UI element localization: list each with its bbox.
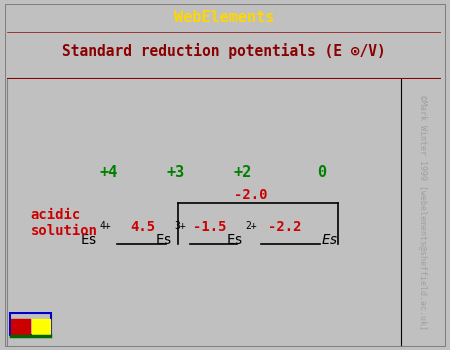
Text: -2.2: -2.2 (268, 220, 301, 234)
Text: 2+: 2+ (245, 221, 256, 231)
Text: Es: Es (226, 233, 243, 247)
Text: acidic
solution: acidic solution (31, 208, 97, 238)
Text: Standard reduction potentials (E ⊙/V): Standard reduction potentials (E ⊙/V) (62, 43, 386, 60)
Text: -2.0: -2.0 (234, 188, 268, 202)
Text: -1.5: -1.5 (193, 220, 226, 234)
Text: Es: Es (81, 233, 97, 247)
Text: Es: Es (322, 233, 338, 247)
Bar (10, 313, 51, 335)
Text: ©Mark Winter 1999 [webelements@sheffield.ac.uk]: ©Mark Winter 1999 [webelements@sheffield… (418, 94, 427, 330)
Text: 3+: 3+ (174, 221, 186, 231)
Bar (11, 319, 30, 334)
Text: WebElements: WebElements (174, 10, 274, 25)
Text: Es: Es (155, 233, 172, 247)
Text: +2: +2 (234, 165, 252, 180)
Bar (32, 319, 50, 334)
Text: +4: +4 (100, 165, 118, 180)
Text: 4+: 4+ (99, 221, 111, 231)
Text: +3: +3 (167, 165, 185, 180)
Text: 0: 0 (317, 165, 326, 180)
Text: 4.5: 4.5 (130, 220, 155, 234)
